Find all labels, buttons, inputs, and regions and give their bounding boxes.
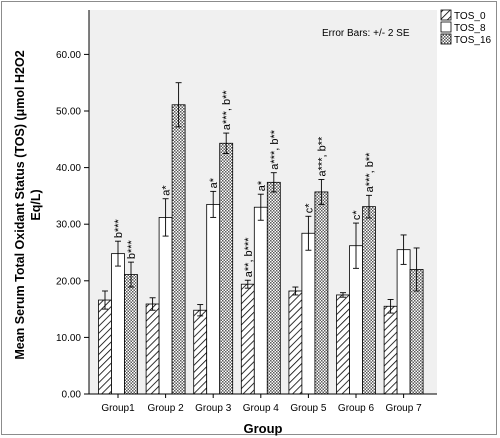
error-bar [340,292,346,298]
significance-label: c* [351,210,363,221]
error-bar [175,82,182,128]
y-tick-label: 40.00 [56,163,81,174]
bar-tos-0 [240,283,255,395]
y-tick-label: 50.00 [56,107,81,118]
bar-tos-0 [383,305,398,395]
significance-labels-group: b***b***a*a*a***, b**a**, b***a*a***, b*… [113,90,376,278]
x-category-label: Group 4 [243,403,280,414]
legend-label: TOS_16 [454,35,491,46]
significance-label: a* [256,180,268,191]
y-axis-title: Mean Serum Total Oxidant Status (TOS) (μ… [13,50,43,359]
error-bar [115,240,121,267]
y-axis-ticks: 0.00 10.00 20.00 30.00 40.00 50.00 60.00 [56,50,89,401]
bar-tos-16 [362,206,376,395]
x-category-label: Group 5 [290,403,327,414]
x-category-label: Group 7 [386,403,423,414]
significance-label: a***, b** [364,152,376,192]
significance-label: b*** [113,219,125,239]
error-bar [102,290,108,310]
error-bar [223,132,230,154]
bar-tos-8 [396,249,411,395]
significance-label: a* [208,177,220,188]
error-bar-annotation: Error Bars: +/- 2 SE [322,28,410,39]
legend-label: TOS_8 [454,23,486,34]
bar-tos-0 [98,299,112,395]
y-axis-title-line-1: Mean Serum Total Oxidant Status (TOS) (μ… [13,50,27,359]
error-bar [400,234,407,265]
y-axis-title-line-2: Eq/L) [29,189,43,220]
bar-tos-0 [336,294,350,395]
y-tick-label: 60.00 [56,50,81,61]
bar-tos-8 [111,253,125,395]
y-tick-label: 30.00 [56,220,81,231]
significance-label: a***, b** [316,136,328,176]
bar-tos-0 [288,290,303,395]
error-bar [257,193,264,221]
error-bar [149,297,156,311]
y-tick-label: 0.00 [62,390,82,401]
x-axis-categories: Group1 Group 2 Group 3 Group 4 Group 5 Group … [101,394,422,414]
error-bar [162,198,169,237]
bar-tos-16 [314,191,329,395]
error-bars-group [102,82,420,317]
legend-label: TOS_0 [454,11,486,22]
bar-tos-8 [206,203,221,395]
bar-tos-8 [253,206,268,395]
error-bar [128,261,134,288]
error-bar [270,172,277,193]
legend-swatch [440,21,452,33]
bar-tos-16 [266,181,281,395]
error-bar [244,279,251,289]
error-bar [305,215,312,251]
x-category-label: Group 6 [338,403,375,414]
error-bar [413,247,420,292]
bar-tos-0 [193,309,208,395]
bar-tos-16 [219,142,234,395]
significance-label: a***, b** [269,129,281,169]
error-bar [197,304,204,317]
bar-tos-0 [145,303,160,395]
error-bar [210,190,217,218]
x-category-label: Group 3 [195,403,232,414]
bar-tos-16 [171,104,186,395]
bar-tos-16 [124,274,138,395]
legend-swatch [440,33,452,45]
legend-swatch [440,9,452,21]
bar-tos-8 [301,232,316,395]
bar-tos-8 [158,217,173,395]
y-tick-label: 10.00 [56,333,81,344]
significance-label: b*** [126,239,138,259]
significance-label: a* [161,185,173,196]
y-tick-label: 20.00 [56,276,81,287]
error-bar [366,194,372,219]
error-bar [387,299,394,314]
error-bar [353,222,359,269]
significance-label: a***, b** [221,90,233,130]
x-category-label: Group1 [101,403,135,414]
error-bar [292,286,299,296]
x-category-label: Group 2 [148,403,185,414]
significance-label: c* [303,203,315,214]
error-bar [318,179,325,205]
significance-label: a**, b*** [243,237,255,277]
x-axis-title: Group [244,421,283,436]
